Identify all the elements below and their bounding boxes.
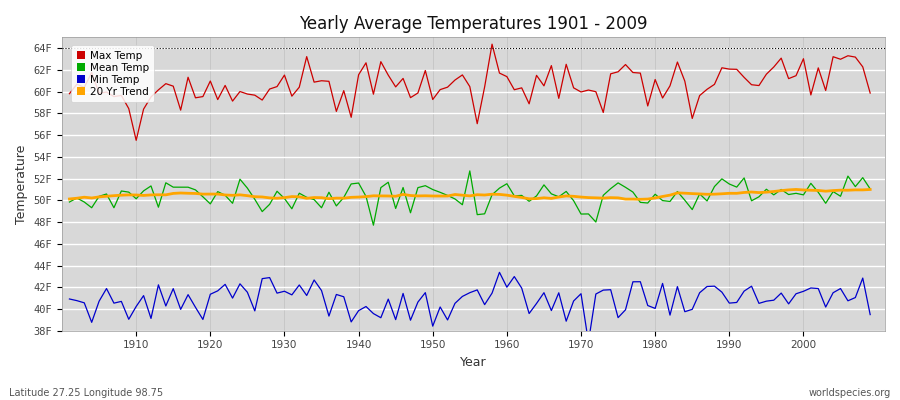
Title: Yearly Average Temperatures 1901 - 2009: Yearly Average Temperatures 1901 - 2009 [300, 15, 648, 33]
Legend: Max Temp, Mean Temp, Min Temp, 20 Yr Trend: Max Temp, Mean Temp, Min Temp, 20 Yr Tre… [71, 46, 155, 102]
Text: worldspecies.org: worldspecies.org [809, 388, 891, 398]
X-axis label: Year: Year [460, 356, 487, 369]
Text: Latitude 27.25 Longitude 98.75: Latitude 27.25 Longitude 98.75 [9, 388, 163, 398]
Y-axis label: Temperature: Temperature [15, 144, 28, 224]
